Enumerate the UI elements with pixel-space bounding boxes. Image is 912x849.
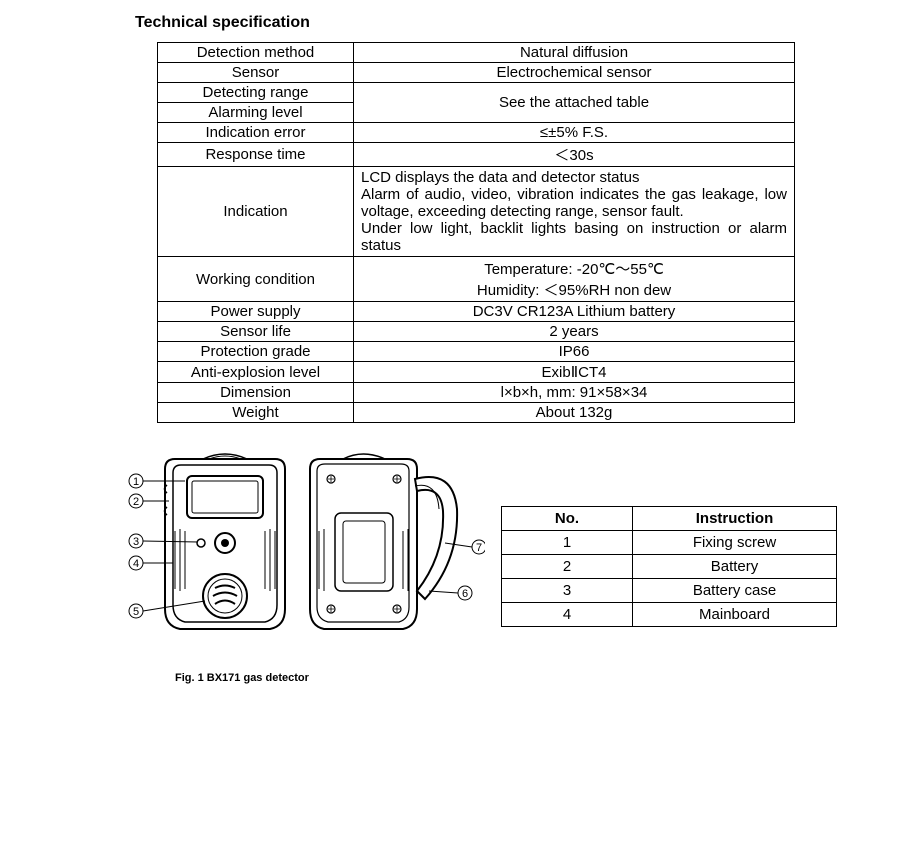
spec-value: IP66 <box>354 342 795 362</box>
spec-value: Natural diffusion <box>354 43 795 63</box>
spec-row: Response time＜30s <box>158 143 795 167</box>
spec-label: Dimension <box>158 383 354 403</box>
parts-instruction: Mainboard <box>633 603 837 627</box>
spec-row: IndicationLCD displays the data and dete… <box>158 167 795 257</box>
svg-text:6: 6 <box>462 588 468 600</box>
figure-caption: Fig. 1 BX171 gas detector <box>175 672 485 684</box>
spec-row: SensorElectrochemical sensor <box>158 63 795 83</box>
svg-text:4: 4 <box>133 558 139 570</box>
spec-label: Detection method <box>158 43 354 63</box>
spec-value: LCD displays the data and detector statu… <box>354 167 795 257</box>
bottom-section: 1 2 3 4 5 <box>85 451 872 684</box>
spec-value: About 132g <box>354 403 795 423</box>
svg-text:3: 3 <box>133 536 139 548</box>
parts-row: 3Battery case <box>502 579 837 603</box>
svg-text:5: 5 <box>133 606 139 618</box>
svg-text:2: 2 <box>133 496 139 508</box>
spec-value: ＜30s <box>354 143 795 167</box>
spec-row: Anti-explosion levelExibⅡCT4 <box>158 362 795 383</box>
spec-value: Temperature: -20℃～55℃Humidity: ＜95%RH no… <box>354 257 795 302</box>
svg-text:7: 7 <box>476 542 482 554</box>
parts-header-no: No. <box>502 507 633 531</box>
parts-no: 4 <box>502 603 633 627</box>
spec-row: WeightAbout 132g <box>158 403 795 423</box>
parts-instruction: Battery <box>633 555 837 579</box>
spec-row: Indication error≤±5% F.S. <box>158 123 795 143</box>
spec-row: Protection gradeIP66 <box>158 342 795 362</box>
figure-box: 1 2 3 4 5 <box>85 451 485 684</box>
parts-header-instruction: Instruction <box>633 507 837 531</box>
spec-row: Detection methodNatural diffusion <box>158 43 795 63</box>
parts-row: 2Battery <box>502 555 837 579</box>
parts-row: 1Fixing screw <box>502 531 837 555</box>
spec-value: DC3V CR123A Lithium battery <box>354 302 795 322</box>
spec-label: Power supply <box>158 302 354 322</box>
spec-label: Response time <box>158 143 354 167</box>
document-container: Technical specification Detection method… <box>0 0 912 704</box>
spec-value: 2 years <box>354 322 795 342</box>
section-title: Technical specification <box>135 14 872 32</box>
parts-no: 3 <box>502 579 633 603</box>
spec-label: Sensor life <box>158 322 354 342</box>
spec-label: Alarming level <box>158 103 354 123</box>
spec-label: Sensor <box>158 63 354 83</box>
parts-no: 2 <box>502 555 633 579</box>
parts-no: 1 <box>502 531 633 555</box>
spec-label: Weight <box>158 403 354 423</box>
spec-value: ≤±5% F.S. <box>354 123 795 143</box>
spec-value: ExibⅡCT4 <box>354 362 795 383</box>
svg-text:1: 1 <box>133 476 139 488</box>
spec-row: Power supplyDC3V CR123A Lithium battery <box>158 302 795 322</box>
spec-label: Working condition <box>158 257 354 302</box>
spec-row: Detecting rangeSee the attached table <box>158 83 795 103</box>
spec-label: Protection grade <box>158 342 354 362</box>
spec-row: Sensor life2 years <box>158 322 795 342</box>
spec-label: Indication error <box>158 123 354 143</box>
device-back-view <box>310 454 457 629</box>
parts-instruction: Fixing screw <box>633 531 837 555</box>
spec-value: l×b×h, mm: 91×58×34 <box>354 383 795 403</box>
spec-row: Working conditionTemperature: -20℃～55℃Hu… <box>158 257 795 302</box>
spec-row: Dimensionl×b×h, mm: 91×58×34 <box>158 383 795 403</box>
spec-label: Anti-explosion level <box>158 362 354 383</box>
device-illustration: 1 2 3 4 5 <box>85 451 485 661</box>
parts-row: 4Mainboard <box>502 603 837 627</box>
spec-value: Electrochemical sensor <box>354 63 795 83</box>
spec-label: Indication <box>158 167 354 257</box>
spec-table: Detection methodNatural diffusionSensorE… <box>157 42 795 423</box>
parts-table: No. Instruction 1Fixing screw2Battery3Ba… <box>501 506 837 627</box>
spec-label: Detecting range <box>158 83 354 103</box>
parts-instruction: Battery case <box>633 579 837 603</box>
spec-value: See the attached table <box>354 83 795 123</box>
